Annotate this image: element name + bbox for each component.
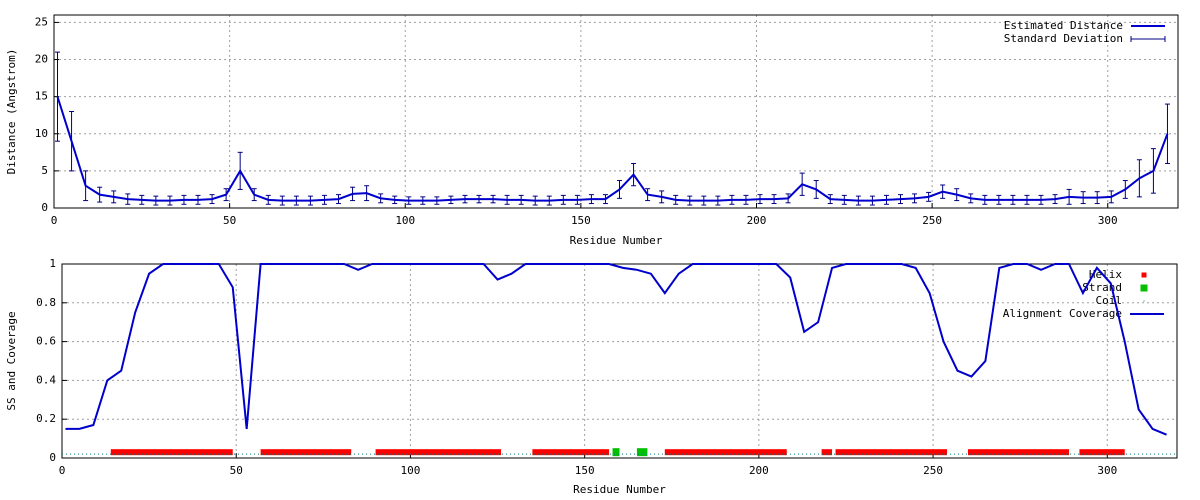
x-axis-label: Residue Number <box>573 483 666 496</box>
helix-segment <box>835 449 948 456</box>
legend-label: Helix <box>1089 268 1122 281</box>
x-tick-label: 150 <box>571 214 591 227</box>
legend-swatch <box>1143 300 1145 302</box>
y-tick-label: 0 <box>49 451 56 464</box>
y-tick-label: 5 <box>41 164 48 177</box>
legend-label: Standard Deviation <box>1004 32 1123 45</box>
error-bar <box>1164 103 1170 164</box>
x-tick-label: 0 <box>51 214 58 227</box>
y-tick-label: 0.2 <box>36 412 56 425</box>
helix-segment <box>1079 449 1125 456</box>
legend-swatch <box>1140 284 1148 292</box>
x-tick-label: 300 <box>1098 214 1118 227</box>
y-tick-label: 1 <box>49 257 56 270</box>
helix-segment <box>532 449 610 456</box>
legend-swatch <box>1141 272 1147 278</box>
x-tick-label: 200 <box>747 214 767 227</box>
helix-segment <box>260 449 352 456</box>
helix-segment <box>967 449 1069 456</box>
x-tick-label: 50 <box>230 464 243 477</box>
x-tick-label: 250 <box>922 214 942 227</box>
data-line <box>65 263 1167 436</box>
x-tick-label: 300 <box>1097 464 1117 477</box>
legend-label: Estimated Distance <box>1004 19 1123 32</box>
legend-label: Alignment Coverage <box>1003 307 1122 320</box>
x-axis-label: Residue Number <box>570 234 663 247</box>
helix-segment <box>375 449 502 456</box>
strand-segment <box>636 448 648 457</box>
strand-segment <box>612 448 620 457</box>
legend-label: Coil <box>1096 294 1123 307</box>
x-tick-label: 0 <box>59 464 66 477</box>
data-line <box>56 96 1169 202</box>
y-tick-label: 10 <box>35 127 48 140</box>
y-tick-label: 15 <box>35 90 48 103</box>
y-tick-label: 0.4 <box>36 373 56 386</box>
plot: 0 50 100 150 200 250 300 0 5 10 15 20 25 Residue Numb… <box>5 14 1179 247</box>
x-tick-label: 150 <box>575 464 595 477</box>
helix-segment <box>110 449 233 456</box>
plot-frame <box>53 14 1179 209</box>
x-tick-label: 50 <box>223 214 236 227</box>
y-tick-label: 25 <box>35 15 48 28</box>
plot: 0 50 100 150 200 250 300 0 0.2 0.4 0.6 0.8 1 Residue … <box>5 257 1178 496</box>
x-tick-label: 250 <box>923 464 943 477</box>
x-tick-label: 200 <box>749 464 769 477</box>
y-tick-label: 0.8 <box>36 296 56 309</box>
y-tick-label: 0 <box>41 201 48 214</box>
helix-segment <box>664 449 787 456</box>
helix-segment <box>821 449 833 456</box>
y-tick-label: 0.6 <box>36 335 56 348</box>
x-tick-label: 100 <box>395 214 415 227</box>
y-tick-label: 20 <box>35 53 48 66</box>
plot-frame <box>61 263 1178 459</box>
x-tick-label: 100 <box>401 464 421 477</box>
y-axis-label: SS and Coverage <box>5 311 18 410</box>
y-axis-label: Distance (Angstrom) <box>5 49 18 175</box>
